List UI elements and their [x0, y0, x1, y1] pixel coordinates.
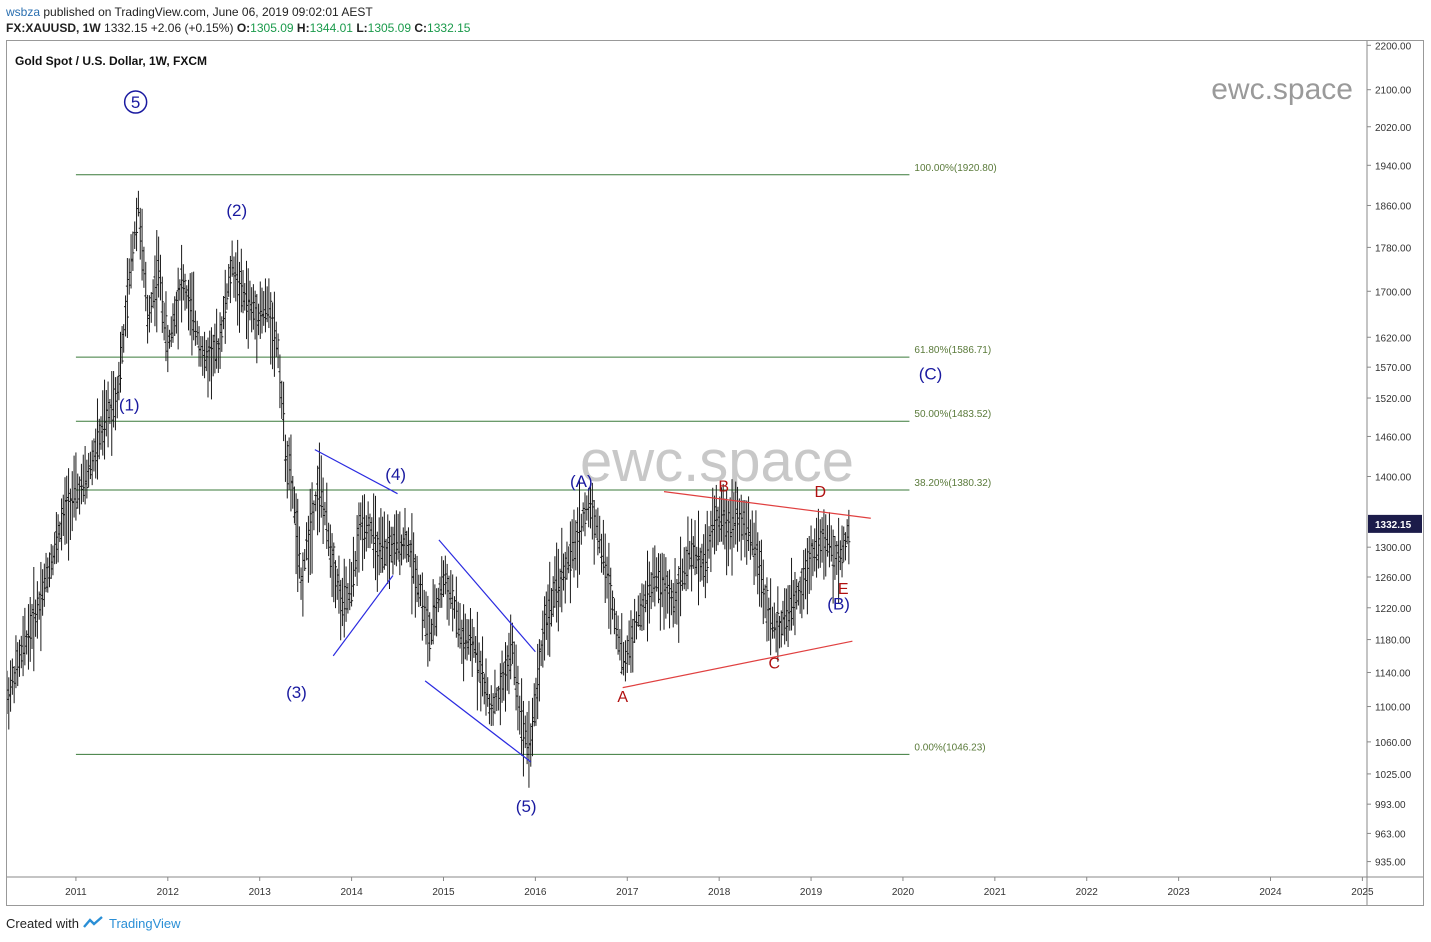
low-label: L:	[356, 21, 368, 35]
triangle-label: B	[718, 479, 729, 496]
y-tick-label: 2200.00	[1375, 41, 1412, 52]
wave5-lower-line	[424, 680, 532, 763]
wave-label: (3)	[286, 683, 307, 702]
y-tick-label: 1060.00	[1375, 738, 1412, 749]
y-tick-label: 1780.00	[1375, 243, 1412, 254]
x-tick-label: 2025	[1351, 887, 1374, 898]
tradingview-logo-icon	[83, 916, 105, 931]
wave-label: (2)	[226, 201, 247, 220]
fib-label: 50.00%(1483.52)	[914, 409, 991, 420]
y-tick-label: 1025.00	[1375, 770, 1412, 781]
ohlc-line: FX:XAUUSD, 1W 1332.15 +2.06 (+0.15%) O:1…	[6, 20, 470, 36]
chart-title: Gold Spot / U.S. Dollar, 1W, FXCM	[15, 54, 207, 68]
y-tick-label: 1570.00	[1375, 363, 1412, 374]
x-tick-label: 2013	[249, 887, 272, 898]
triangle-upper-line	[663, 491, 871, 519]
wave4-upper-line	[314, 449, 398, 495]
x-tick-label: 2012	[157, 887, 180, 898]
x-tick-label: 2018	[708, 887, 731, 898]
last-price-badge	[1368, 514, 1422, 533]
triangle-label: C	[769, 655, 781, 672]
chart-canvas[interactable]: Gold Spot / U.S. Dollar, 1W, FXCM ewc.spa…	[7, 41, 1423, 905]
close-value: 1332.15	[427, 21, 471, 35]
high-label: H:	[296, 21, 310, 35]
y-tick-label: 2100.00	[1375, 86, 1412, 97]
y-tick-label: 1100.00	[1375, 703, 1411, 714]
y-tick-label: 1220.00	[1375, 604, 1412, 615]
triangle-label: E	[838, 581, 849, 598]
wave-label: (4)	[385, 465, 406, 484]
tradingview-brand[interactable]: TradingView	[108, 916, 181, 931]
fib-label: 38.20%(1380.32)	[914, 478, 991, 489]
y-tick-label: 1140.00	[1375, 668, 1411, 679]
x-tick-label: 2017	[616, 887, 639, 898]
wave-label-circle	[123, 90, 148, 114]
chart-frame[interactable]: Gold Spot / U.S. Dollar, 1W, FXCM ewc.spa…	[6, 40, 1424, 906]
wave-label: (C)	[919, 364, 943, 383]
y-tick-label: 1700.00	[1375, 287, 1412, 298]
x-tick-label: 2021	[984, 887, 1007, 898]
x-tick-label: 2015	[432, 887, 455, 898]
last-price: 1332.15	[104, 21, 148, 35]
publish-line: wsbza published on TradingView.com, June…	[6, 4, 470, 20]
x-tick-label: 2022	[1076, 887, 1099, 898]
change-value: +2.06 (+0.15%)	[150, 21, 234, 35]
wave-label: (1)	[119, 396, 140, 415]
y-tick-label: 1860.00	[1375, 201, 1412, 212]
y-tick-label: 1400.00	[1375, 472, 1412, 483]
wave-label: (A)	[570, 472, 593, 491]
y-tick-label: 1260.00	[1375, 573, 1412, 584]
wave4-lower-line	[332, 575, 394, 657]
y-tick-label: 1460.00	[1375, 432, 1412, 443]
footer: Created with TradingView	[6, 916, 181, 931]
fib-label: 61.80%(1586.71)	[914, 345, 991, 356]
y-tick-label: 935.00	[1375, 858, 1406, 869]
x-tick-label: 2014	[340, 887, 363, 898]
open-label: O:	[236, 21, 251, 35]
y-tick-label: 1940.00	[1375, 161, 1412, 172]
x-tick-label: 2023	[1167, 887, 1190, 898]
y-tick-label: 993.00	[1375, 800, 1406, 811]
publisher-name[interactable]: wsbza	[6, 5, 41, 19]
wave-label: (5)	[516, 797, 537, 816]
y-tick-label: 2020.00	[1375, 123, 1412, 134]
watermark-corner: ewc.space	[1211, 73, 1353, 106]
fib-label: 0.00%(1046.23)	[914, 742, 985, 753]
wave5-upper-line	[438, 539, 536, 653]
created-with-text: Created with	[6, 916, 79, 931]
watermark-center: ewc.space	[580, 429, 854, 494]
triangle-label: D	[814, 484, 826, 501]
y-tick-label: 1520.00	[1375, 394, 1412, 405]
x-tick-label: 2019	[800, 887, 823, 898]
y-tick-label: 1180.00	[1375, 636, 1411, 647]
fib-label: 100.00%(1920.80)	[914, 163, 996, 174]
x-tick-label: 2016	[524, 887, 547, 898]
high-value: 1344.01	[309, 21, 353, 35]
close-label: C:	[414, 21, 428, 35]
wave-label: (B)	[827, 594, 850, 613]
open-value: 1305.09	[250, 21, 294, 35]
y-tick-label: 1300.00	[1375, 543, 1412, 554]
triangle-label: A	[617, 689, 628, 706]
x-tick-label: 2020	[892, 887, 915, 898]
x-tick-label: 2024	[1259, 887, 1282, 898]
published-text: published on TradingView.com, June 06, 2…	[43, 5, 373, 19]
last-price-label: 1332.15	[1375, 520, 1412, 531]
wave-label: 5	[131, 93, 140, 112]
triangle-lower-line	[622, 640, 853, 689]
low-value: 1305.09	[367, 21, 412, 35]
x-tick-label: 2011	[65, 887, 87, 898]
chart-header: wsbza published on TradingView.com, June…	[6, 4, 470, 36]
y-tick-label: 1620.00	[1375, 333, 1412, 344]
y-tick-label: 963.00	[1375, 829, 1406, 840]
symbol-label: FX:XAUUSD, 1W	[6, 21, 101, 35]
